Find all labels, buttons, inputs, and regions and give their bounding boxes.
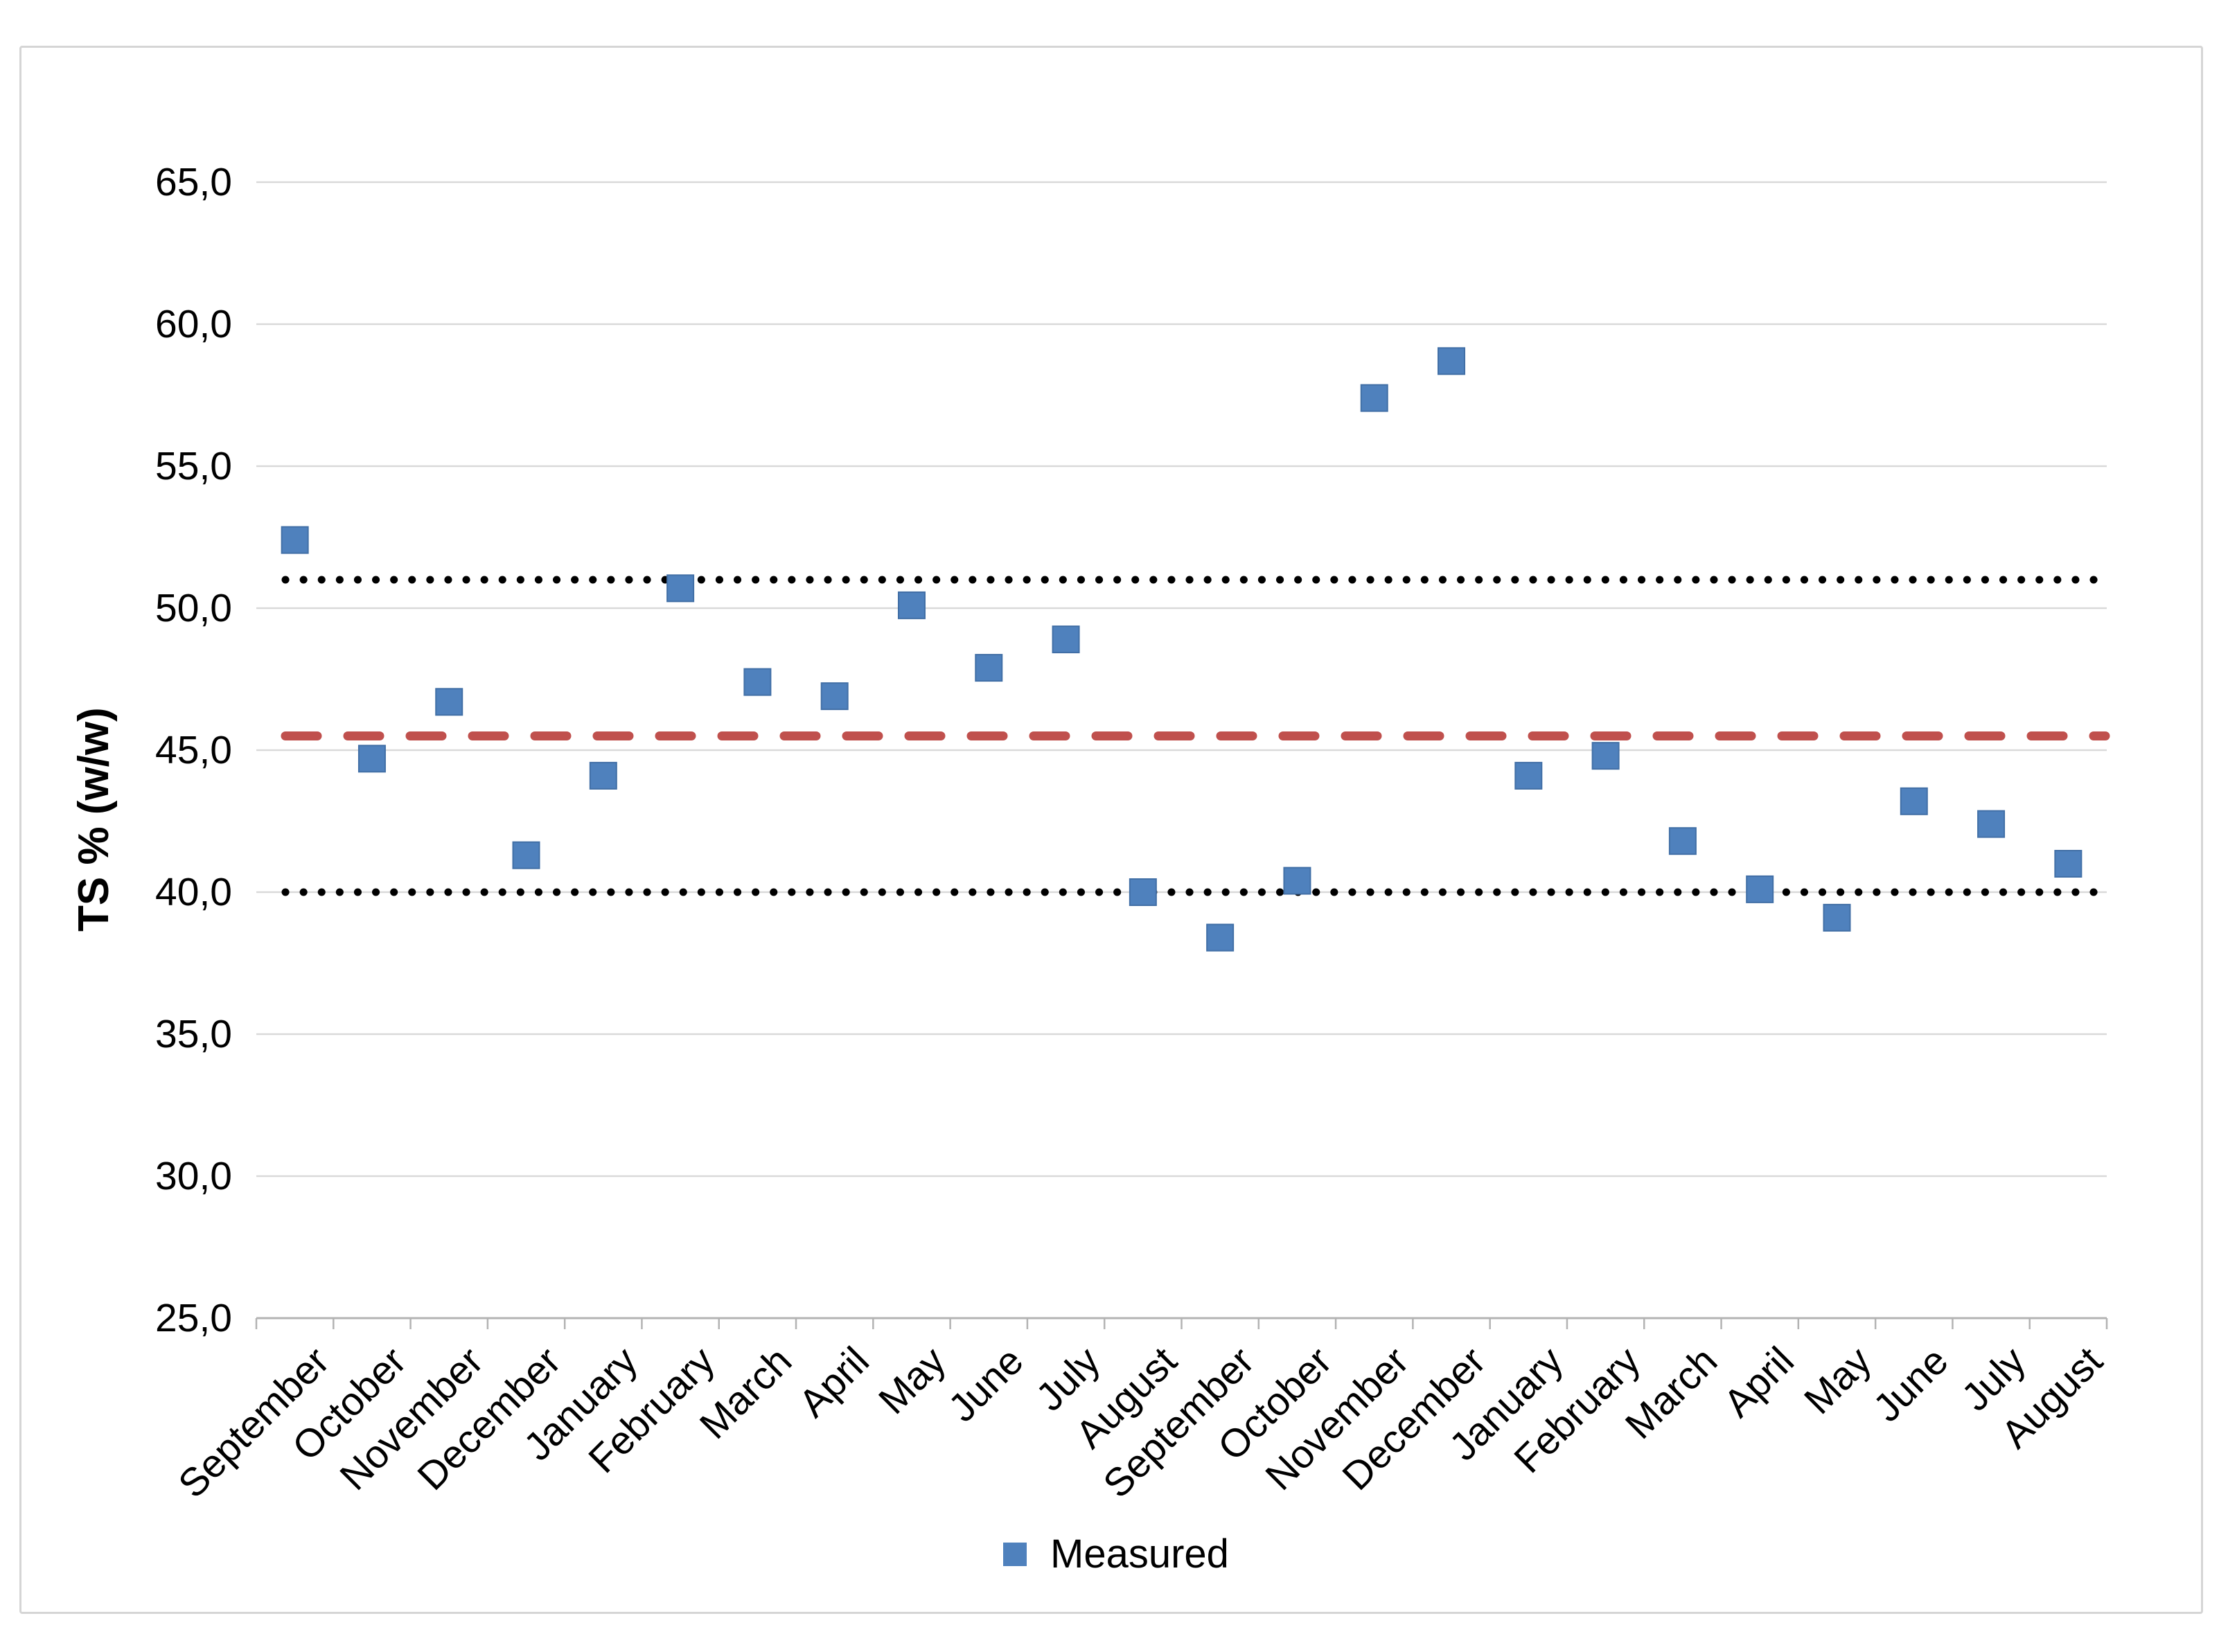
legend-measured-label: Measured — [1050, 1531, 1229, 1576]
data-point-june-21 — [1900, 787, 1928, 815]
data-point-december-3 — [512, 841, 540, 869]
data-point-april-19 — [1746, 875, 1774, 903]
data-point-july-22 — [1977, 810, 2006, 838]
data-point-january-4 — [589, 761, 617, 790]
y-tick-label-45-0: 45,0 — [155, 728, 232, 772]
data-point-february-5 — [666, 574, 695, 603]
data-point-november-2 — [435, 688, 463, 716]
y-tick-label-60-0: 60,0 — [155, 302, 232, 346]
data-point-june-9 — [975, 654, 1003, 682]
data-point-august-11 — [1129, 878, 1157, 906]
y-tick-label-50-0: 50,0 — [155, 586, 232, 630]
y-tick-label-35-0: 35,0 — [155, 1012, 232, 1056]
data-point-february-17 — [1591, 742, 1620, 770]
data-point-august-23 — [2054, 850, 2083, 878]
data-point-september-12 — [1206, 923, 1235, 952]
y-tick-label-40-0: 40,0 — [155, 870, 232, 914]
data-point-october-1 — [357, 745, 386, 773]
y-tick-label-65-0: 65,0 — [155, 160, 232, 204]
data-point-april-7 — [820, 682, 849, 711]
data-point-november-14 — [1360, 384, 1388, 412]
y-tick-label-55-0: 55,0 — [155, 444, 232, 488]
y-tick-label-30-0: 30,0 — [155, 1154, 232, 1198]
data-point-october-13 — [1283, 867, 1311, 895]
chart-border-frame — [19, 46, 2203, 1614]
data-point-may-20 — [1823, 903, 1851, 932]
legend: Measured — [1003, 1531, 1229, 1577]
y-axis-title: TS % (w/w) — [70, 707, 118, 932]
data-point-may-8 — [897, 591, 926, 619]
data-point-december-15 — [1438, 347, 1466, 375]
data-point-september-0 — [281, 526, 309, 554]
data-point-january-16 — [1514, 761, 1543, 790]
data-point-july-10 — [1052, 625, 1080, 654]
data-point-march-18 — [1668, 827, 1697, 855]
data-point-march-6 — [743, 668, 772, 696]
y-tick-label-25-0: 25,0 — [155, 1296, 232, 1340]
legend-measured-marker-icon — [1003, 1542, 1027, 1566]
